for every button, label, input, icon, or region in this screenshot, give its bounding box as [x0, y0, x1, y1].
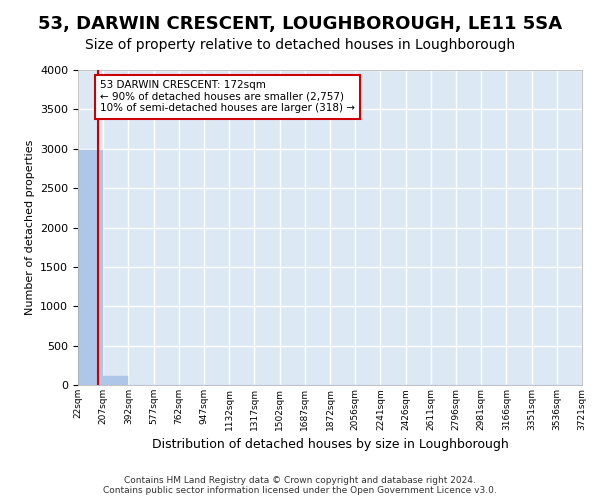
Text: Contains HM Land Registry data © Crown copyright and database right 2024.
Contai: Contains HM Land Registry data © Crown c…: [103, 476, 497, 495]
X-axis label: Distribution of detached houses by size in Loughborough: Distribution of detached houses by size …: [152, 438, 508, 451]
Text: Size of property relative to detached houses in Loughborough: Size of property relative to detached ho…: [85, 38, 515, 52]
Text: 53, DARWIN CRESCENT, LOUGHBOROUGH, LE11 5SA: 53, DARWIN CRESCENT, LOUGHBOROUGH, LE11 …: [38, 15, 562, 33]
Text: 53 DARWIN CRESCENT: 172sqm
← 90% of detached houses are smaller (2,757)
10% of s: 53 DARWIN CRESCENT: 172sqm ← 90% of deta…: [100, 80, 355, 114]
Bar: [78, 150, 103, 385]
Y-axis label: Number of detached properties: Number of detached properties: [25, 140, 35, 315]
Bar: [103, 376, 128, 385]
